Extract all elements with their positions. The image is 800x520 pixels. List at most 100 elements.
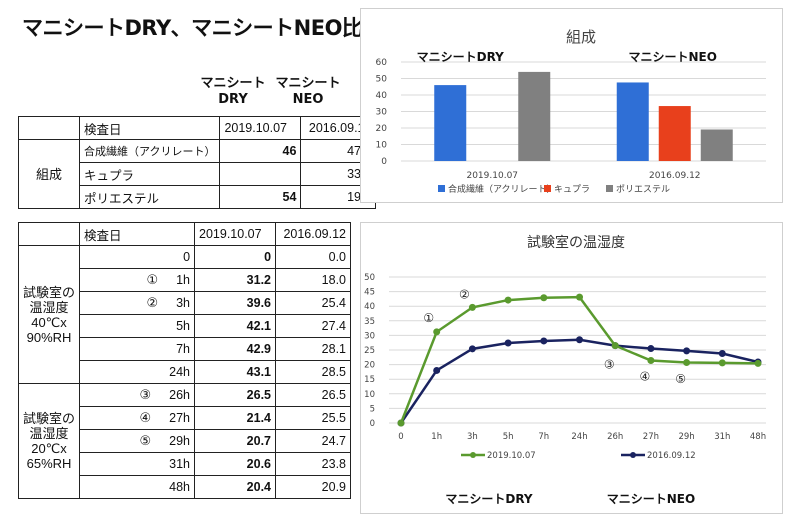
cell-dry: 42.1 xyxy=(194,314,277,338)
data-point-0-8 xyxy=(683,359,691,367)
humidity-line-chart: 試験室の温湿度 0 5 10 15 20 25 30 35 40 45 50 0 1h 3h 5h 7h 24h 2… xyxy=(360,222,783,514)
x-tick-label: 5h xyxy=(503,432,514,442)
x-tick-label: 7h xyxy=(538,432,549,442)
group-label-line: 温湿度 xyxy=(29,426,69,441)
group-label-line: 温湿度 xyxy=(29,299,69,315)
y-tick-label: 5 xyxy=(370,404,375,414)
group-label-line: 20℃x xyxy=(31,441,67,456)
group-label-20c: 試験室の 温湿度 20℃x 65%RH xyxy=(17,383,81,499)
table-row: ⑤ 29h 20.7 24.7 xyxy=(19,429,352,453)
corner-cell xyxy=(17,222,81,246)
group-label-line: 40℃x xyxy=(31,314,67,330)
time-cell: ① 1h xyxy=(79,268,196,292)
data-point-0-4 xyxy=(540,294,548,302)
cell-dry: 43.1 xyxy=(194,360,277,384)
composition-bar-chart: 組成 0 10 20 30 40 50 60 2019.10.07 マニシートDRY 2016.09… xyxy=(360,8,783,203)
cell-neo: 23.8 xyxy=(275,452,352,476)
data-point-0-5 xyxy=(576,293,583,301)
data-point-1-5 xyxy=(576,336,583,344)
y-tick-label: 0 xyxy=(370,419,375,429)
data-point-0-10 xyxy=(754,359,762,367)
y-tick-label: 20 xyxy=(376,124,388,134)
x-tick-label: 2016.09.12 xyxy=(649,171,701,181)
x-tick-label: 48h xyxy=(750,432,766,442)
legend-label: キュプラ xyxy=(554,184,590,195)
time-label: 3h xyxy=(176,296,191,310)
column-header-dry-line2: DRY xyxy=(218,92,248,107)
y-tick-label: 10 xyxy=(376,141,388,151)
x-tick-label: 29h xyxy=(678,432,694,442)
table-header-row: 検査日 2019.10.07 2016.09.12 xyxy=(17,222,352,246)
cell-dry: 54 xyxy=(219,185,302,209)
group-label-line: 90%RH xyxy=(26,329,72,345)
table-row: 24h 43.1 28.5 xyxy=(19,360,352,384)
legend-swatch xyxy=(544,185,551,192)
category-annotation: マニシートDRY xyxy=(417,50,505,64)
time-label: 26h xyxy=(169,388,191,402)
time-label: 31h xyxy=(169,457,191,471)
header-date-dry: 2019.10.07 xyxy=(219,116,302,140)
step-marker: ⑤ xyxy=(139,433,152,448)
x-tick-label: 0 xyxy=(398,432,403,442)
data-point-0-7 xyxy=(647,357,655,365)
y-tick-label: 15 xyxy=(364,375,375,385)
cell-neo: 0.0 xyxy=(275,245,352,269)
time-cell: 24h xyxy=(79,360,196,384)
data-point-1-8 xyxy=(683,347,691,355)
legend-marker xyxy=(630,452,636,458)
bar-0-1 xyxy=(616,82,649,161)
time-cell: ④ 27h xyxy=(79,406,196,430)
y-tick-label: 30 xyxy=(364,331,375,341)
time-label: 27h xyxy=(169,411,191,425)
cell-dry xyxy=(219,162,302,186)
legend-caption-dry: マニシートDRY xyxy=(445,492,533,506)
row-label: ポリエステル xyxy=(78,185,221,209)
cell-neo: 26.5 xyxy=(275,383,352,407)
y-tick-label: 20 xyxy=(364,361,375,371)
column-header-neo-line2: NEO xyxy=(292,92,324,107)
table-row: 試験室の 温湿度 40℃x 90%RH 0 0 0.0 xyxy=(17,245,352,384)
corner-cell xyxy=(18,116,80,140)
cell-neo: 28.1 xyxy=(275,337,352,361)
group-label-line: 試験室の xyxy=(23,411,76,426)
legend-label: 2016.09.12 xyxy=(647,451,696,461)
column-header-dry-line1: マニシート xyxy=(200,76,266,91)
annotation-marker: ③ xyxy=(604,358,615,372)
time-cell: ③ 26h xyxy=(79,383,196,407)
category-annotation: マニシートNEO xyxy=(629,50,717,64)
cell-dry: 20.6 xyxy=(194,452,277,476)
y-tick-label: 60 xyxy=(376,58,388,68)
y-tick-label: 25 xyxy=(364,346,375,356)
header-label: 検査日 xyxy=(78,116,221,140)
humidity-table: 検査日 2019.10.07 2016.09.12 試験室の 温湿度 40℃x 90%… xyxy=(17,222,352,499)
cell-dry: 26.5 xyxy=(194,383,277,407)
bar-chart-svg: 組成 0 10 20 30 40 50 60 2019.10.07 マニシートDRY 2016.09… xyxy=(376,28,766,195)
cell-neo: 18.0 xyxy=(275,268,352,292)
time-cell: 5h xyxy=(79,314,196,338)
time-label: 48h xyxy=(169,480,191,494)
cell-dry: 20.7 xyxy=(194,429,277,453)
time-cell: 48h xyxy=(79,475,196,499)
composition-table: 検査日 2019.10.07 2016.09.12 組成 合成繊維（アクリレート… xyxy=(18,116,377,209)
x-tick-label: 1h xyxy=(431,432,442,442)
table-row: 48h 20.4 20.9 xyxy=(19,475,352,499)
y-tick-label: 30 xyxy=(376,108,388,118)
legend-label: 2019.10.07 xyxy=(487,451,536,461)
group-label-40c: 試験室の 温湿度 40℃x 90%RH xyxy=(17,245,81,384)
bar-1-1 xyxy=(658,106,691,161)
data-point-1-3 xyxy=(504,339,512,347)
bar-0-0 xyxy=(434,85,467,161)
bar-2-0 xyxy=(518,71,551,161)
time-label: 1h xyxy=(176,273,191,287)
cell-dry: 46 xyxy=(219,139,302,163)
x-tick-label: 2019.10.07 xyxy=(466,171,518,181)
time-cell: 31h xyxy=(79,452,196,476)
time-cell: 7h xyxy=(79,337,196,361)
cell-dry: 39.6 xyxy=(194,291,277,315)
data-point-1-7 xyxy=(647,345,655,353)
table-row: 7h 42.9 28.1 xyxy=(19,337,352,361)
y-tick-label: 50 xyxy=(376,75,388,85)
page-title: マニシートDRY、マニシートNEO比較 xyxy=(22,16,383,40)
legend-marker xyxy=(470,452,476,458)
y-tick-label: 35 xyxy=(364,317,375,327)
